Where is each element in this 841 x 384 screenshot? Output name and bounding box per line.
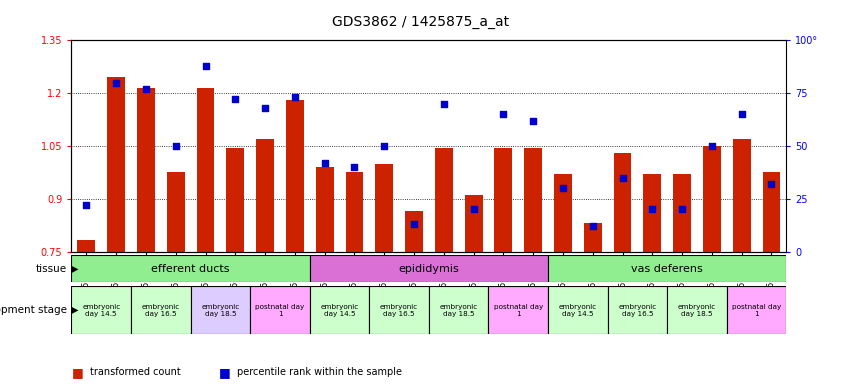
Bar	[315, 167, 334, 252]
Point	[705, 143, 718, 149]
Bar	[464, 195, 483, 252]
Text: embryonic
day 14.5: embryonic day 14.5	[320, 304, 358, 316]
Bar	[584, 223, 601, 252]
Point	[556, 185, 569, 191]
Point	[318, 160, 331, 166]
Bar	[495, 148, 512, 252]
Text: GDS3862 / 1425875_a_at: GDS3862 / 1425875_a_at	[332, 15, 509, 29]
Bar	[107, 77, 125, 252]
Text: vas deferens: vas deferens	[632, 264, 703, 274]
Point	[497, 111, 510, 118]
Point	[229, 96, 242, 103]
Text: ▶: ▶	[71, 305, 78, 315]
Text: embryonic
day 18.5: embryonic day 18.5	[440, 304, 478, 316]
Bar	[548, 286, 607, 334]
Bar	[71, 286, 131, 334]
Bar	[667, 286, 727, 334]
Text: ■: ■	[71, 366, 83, 379]
Text: postnatal day
1: postnatal day 1	[256, 304, 304, 316]
Point	[169, 143, 182, 149]
Text: embryonic
day 18.5: embryonic day 18.5	[201, 304, 240, 316]
Bar	[524, 148, 542, 252]
Bar	[375, 164, 393, 252]
Bar	[369, 286, 429, 334]
Point	[437, 101, 451, 107]
Point	[526, 118, 540, 124]
Bar	[643, 174, 661, 252]
Text: efferent ducts: efferent ducts	[151, 264, 230, 274]
Bar	[763, 172, 780, 252]
Point	[288, 94, 302, 100]
Point	[407, 221, 420, 227]
Text: embryonic
day 16.5: embryonic day 16.5	[380, 304, 418, 316]
Bar	[607, 286, 667, 334]
Text: embryonic
day 14.5: embryonic day 14.5	[82, 304, 120, 316]
Bar	[435, 148, 452, 252]
Bar	[673, 174, 691, 252]
Bar	[489, 286, 548, 334]
Bar	[346, 172, 363, 252]
Bar	[405, 211, 423, 252]
Text: embryonic
day 18.5: embryonic day 18.5	[678, 304, 716, 316]
Text: ■: ■	[219, 366, 230, 379]
Bar	[226, 148, 244, 252]
Bar	[703, 146, 721, 252]
Bar	[251, 286, 309, 334]
Point	[467, 206, 480, 212]
Text: epididymis: epididymis	[399, 264, 459, 274]
Text: percentile rank within the sample: percentile rank within the sample	[237, 367, 402, 377]
Point	[764, 181, 778, 187]
Bar	[167, 172, 185, 252]
Point	[378, 143, 391, 149]
Point	[80, 202, 93, 208]
Bar	[191, 286, 251, 334]
Bar	[137, 88, 155, 252]
Text: tissue: tissue	[36, 264, 67, 274]
Bar	[131, 286, 191, 334]
Bar	[257, 139, 274, 252]
Bar	[727, 286, 786, 334]
Text: embryonic
day 16.5: embryonic day 16.5	[618, 304, 657, 316]
Bar	[309, 255, 548, 282]
Point	[198, 63, 212, 69]
Text: ▶: ▶	[71, 264, 78, 274]
Text: postnatal day
1: postnatal day 1	[732, 304, 781, 316]
Bar	[614, 153, 632, 252]
Point	[347, 164, 361, 170]
Text: postnatal day
1: postnatal day 1	[494, 304, 543, 316]
Bar	[429, 286, 489, 334]
Bar	[71, 255, 309, 282]
Bar	[554, 174, 572, 252]
Point	[258, 105, 272, 111]
Point	[616, 175, 629, 181]
Bar	[197, 88, 214, 252]
Point	[675, 206, 689, 212]
Text: embryonic
day 16.5: embryonic day 16.5	[142, 304, 180, 316]
Bar	[733, 139, 750, 252]
Point	[109, 79, 123, 86]
Point	[586, 223, 600, 229]
Text: transformed count: transformed count	[90, 367, 181, 377]
Point	[735, 111, 748, 118]
Point	[140, 86, 153, 92]
Bar	[286, 100, 304, 252]
Text: embryonic
day 14.5: embryonic day 14.5	[558, 304, 597, 316]
Bar	[77, 240, 95, 252]
Text: development stage: development stage	[0, 305, 67, 315]
Point	[646, 206, 659, 212]
Bar	[548, 255, 786, 282]
Bar	[309, 286, 369, 334]
